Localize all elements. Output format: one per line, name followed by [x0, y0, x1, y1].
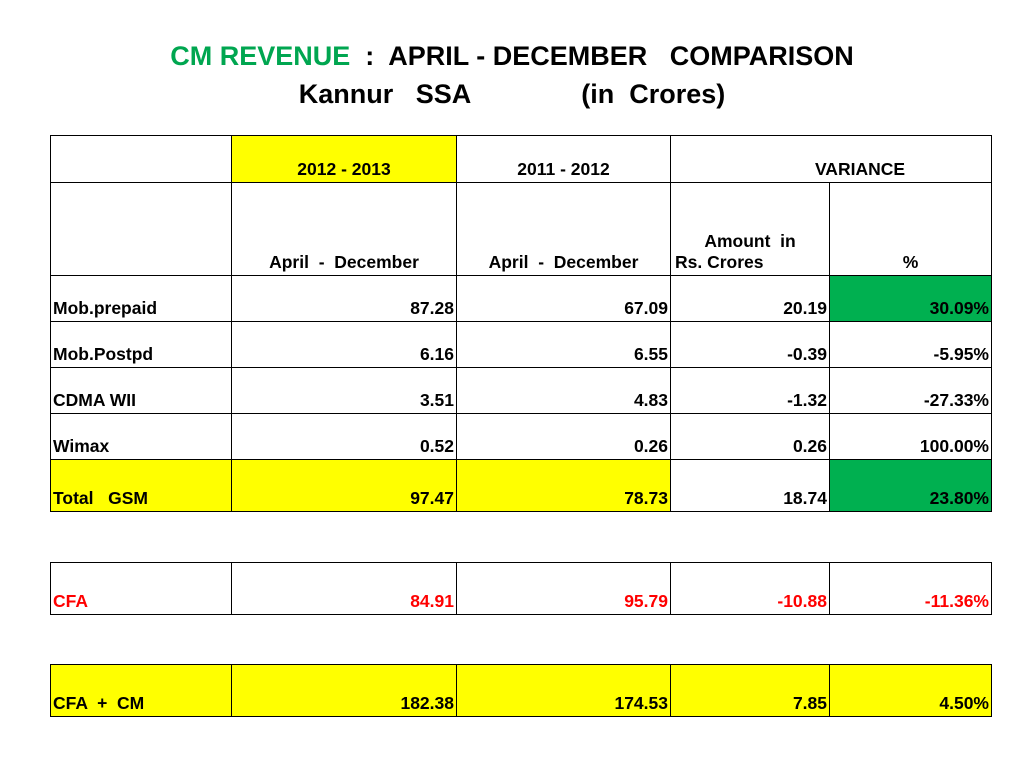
- combined-label: CFA + CM: [50, 664, 232, 717]
- total-gsm-row: Total GSM 97.47 78.73 18.74 23.80%: [50, 459, 992, 512]
- subheader-amount-line1: Amount in: [704, 231, 796, 251]
- subheader-amount: Amount in Rs. Crores: [670, 182, 830, 276]
- row-amount: 0.26: [670, 413, 830, 460]
- subheader-april-december-current: April - December: [231, 182, 457, 276]
- subtitle-ssa: Kannur SSA: [298, 79, 472, 109]
- row-current: 87.28: [231, 275, 457, 322]
- cfa-row: CFA 84.91 95.79 -10.88 -11.36%: [50, 562, 992, 615]
- total-label: Total GSM: [50, 459, 232, 512]
- table-row: CDMA WII 3.51 4.83 -1.32 -27.33%: [50, 367, 992, 414]
- combined-amount: 7.85: [670, 664, 830, 717]
- combined-row: CFA + CM 182.38 174.53 7.85 4.50%: [50, 664, 992, 717]
- row-label: Mob.prepaid: [50, 275, 232, 322]
- title-revenue-label: CM REVENUE: [170, 41, 351, 71]
- subheader-empty-cell: [50, 182, 232, 276]
- row-label: Wimax: [50, 413, 232, 460]
- row-percent: -27.33%: [829, 367, 992, 414]
- cfa-percent: -11.36%: [829, 562, 992, 615]
- header-2012-2013: 2012 - 2013: [231, 135, 457, 183]
- table-row: Wimax 0.52 0.26 0.26 100.00%: [50, 413, 992, 460]
- row-percent: 30.09%: [829, 275, 992, 322]
- cfa-current: 84.91: [231, 562, 457, 615]
- combined-previous: 174.53: [456, 664, 671, 717]
- row-current: 0.52: [231, 413, 457, 460]
- subtitle-units: (in Crores): [581, 79, 726, 109]
- combined-table: CFA + CM 182.38 174.53 7.85 4.50%: [50, 664, 992, 717]
- row-amount: 20.19: [670, 275, 830, 322]
- row-current: 3.51: [231, 367, 457, 414]
- subheader-april-december-previous: April - December: [456, 182, 671, 276]
- header-variance: VARIANCE: [670, 135, 992, 183]
- row-percent: 100.00%: [829, 413, 992, 460]
- row-percent: -5.95%: [829, 321, 992, 368]
- row-amount: -0.39: [670, 321, 830, 368]
- slide-subtitle: Kannur SSA (in Crores): [0, 78, 1024, 110]
- header-empty-cell: [50, 135, 232, 183]
- table-row: Mob.prepaid 87.28 67.09 20.19 30.09%: [50, 275, 992, 322]
- subheader-amount-line2: Rs. Crores: [675, 252, 764, 272]
- slide-title: CM REVENUE : APRIL - DECEMBER COMPARISON: [0, 40, 1024, 72]
- row-previous: 6.55: [456, 321, 671, 368]
- row-current: 6.16: [231, 321, 457, 368]
- total-amount: 18.74: [670, 459, 830, 512]
- cfa-label: CFA: [50, 562, 232, 615]
- total-current: 97.47: [231, 459, 457, 512]
- row-label: Mob.Postpd: [50, 321, 232, 368]
- row-previous: 4.83: [456, 367, 671, 414]
- row-amount: -1.32: [670, 367, 830, 414]
- table-header-row: 2012 - 2013 2011 - 2012 VARIANCE: [50, 135, 992, 183]
- combined-current: 182.38: [231, 664, 457, 717]
- total-percent: 23.80%: [829, 459, 992, 512]
- table-row: Mob.Postpd 6.16 6.55 -0.39 -5.95%: [50, 321, 992, 368]
- row-previous: 0.26: [456, 413, 671, 460]
- table-subheader-row: April - December April - December Amount…: [50, 182, 992, 276]
- revenue-table: 2012 - 2013 2011 - 2012 VARIANCE April -…: [50, 135, 992, 512]
- cfa-amount: -10.88: [670, 562, 830, 615]
- cfa-table: CFA 84.91 95.79 -10.88 -11.36%: [50, 562, 992, 615]
- subheader-percent: %: [829, 182, 992, 276]
- combined-percent: 4.50%: [829, 664, 992, 717]
- row-label: CDMA WII: [50, 367, 232, 414]
- cfa-previous: 95.79: [456, 562, 671, 615]
- total-previous: 78.73: [456, 459, 671, 512]
- title-comparison-label: : APRIL - DECEMBER COMPARISON: [350, 41, 854, 71]
- row-previous: 67.09: [456, 275, 671, 322]
- header-2011-2012: 2011 - 2012: [456, 135, 671, 183]
